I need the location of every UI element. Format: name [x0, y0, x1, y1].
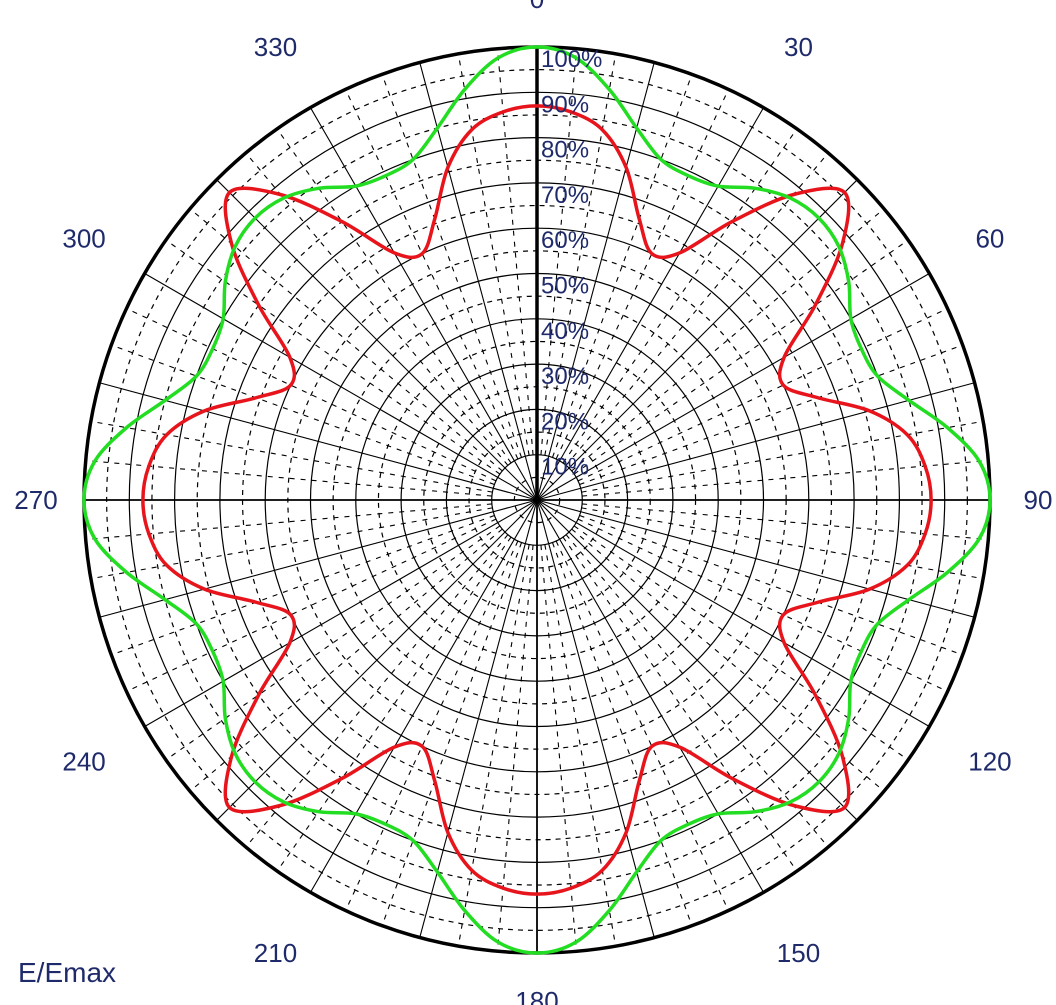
grid-spoke: [144, 499, 538, 727]
grid-spoke-minor: [581, 507, 984, 580]
radial-tick-label: 70%: [541, 182, 589, 209]
grid-spoke: [216, 499, 538, 821]
grid-spoke-minor: [126, 308, 497, 482]
grid-spoke-minor: [579, 344, 963, 486]
angle-tick-label: 90: [1024, 485, 1053, 515]
grid-spoke-minor: [496, 48, 534, 455]
grid-spoke-minor: [126, 518, 497, 692]
grid-spoke-minor: [165, 239, 501, 475]
grid-spoke-minor: [90, 420, 493, 493]
grid-spoke-minor: [85, 503, 492, 541]
radial-tick-label: 60%: [541, 227, 589, 254]
grid-spoke-minor: [496, 545, 534, 952]
grid-spoke: [310, 499, 538, 893]
grid-spoke-minor: [90, 507, 493, 580]
grid-spoke-minor: [245, 534, 509, 848]
grid-spoke-minor: [165, 525, 501, 761]
grid-spoke: [536, 382, 975, 501]
grid-spoke-minor: [551, 74, 693, 458]
grid-spoke-minor: [565, 152, 829, 466]
angle-tick-label: 210: [254, 938, 297, 968]
grid-spoke-minor: [579, 514, 963, 656]
grid-spoke: [144, 273, 538, 501]
grid-spoke-minor: [582, 459, 989, 497]
grid-spoke-minor: [381, 542, 523, 926]
grid-spoke-minor: [544, 53, 617, 456]
grid-spoke-minor: [562, 536, 798, 872]
grid-spoke: [99, 382, 538, 501]
angle-tick-label: 240: [62, 747, 105, 777]
angle-tick-label: 270: [14, 485, 57, 515]
grid-spoke: [536, 273, 930, 501]
angle-tick-label: 60: [975, 224, 1004, 254]
grid-spoke-minor: [571, 528, 885, 792]
radial-tick-label: 10%: [541, 454, 589, 481]
grid-spoke-minor: [571, 208, 885, 472]
radial-tick-label: 100%: [541, 46, 602, 73]
grid-spoke-minor: [85, 459, 492, 497]
grid-spoke-minor: [111, 514, 495, 656]
grid-spoke: [536, 62, 655, 501]
grid-spoke-minor: [581, 420, 984, 493]
grid-spoke-minor: [562, 128, 798, 464]
angle-tick-label: 30: [784, 32, 813, 62]
grid-spoke: [536, 107, 764, 501]
grid-spoke-minor: [457, 544, 530, 947]
grid-spoke: [310, 107, 538, 501]
grid-spoke: [99, 499, 538, 618]
grid-spoke: [419, 62, 538, 501]
grid-spoke-minor: [189, 528, 503, 792]
angle-tick-label: 150: [777, 938, 820, 968]
grid-spoke-minor: [577, 518, 948, 692]
grid-spoke-minor: [565, 534, 829, 848]
grid-spoke: [536, 499, 858, 821]
grid-spoke-minor: [573, 239, 909, 475]
grid-spoke-minor: [345, 540, 519, 911]
grid-spoke-minor: [381, 74, 523, 458]
grid-spoke-minor: [577, 308, 948, 482]
series-layer: [82, 45, 992, 955]
grid-spoke: [536, 499, 930, 727]
label-layer: 0 30 60 90 120 150 180 210 240 270 300 330 10% 20% 30%…: [14, 0, 1052, 1005]
grid-spoke-minor: [345, 89, 519, 460]
grid-spoke: [536, 499, 975, 618]
angle-tick-label: 330: [254, 32, 297, 62]
polar-grid: [82, 45, 992, 955]
ylabel: E/Emax: [18, 957, 116, 988]
grid-spoke-minor: [544, 544, 617, 947]
angle-tick-label: 0: [530, 0, 544, 14]
angle-tick-label: 180: [515, 986, 558, 1005]
radial-tick-label: 30%: [541, 363, 589, 390]
radial-tick-label: 50%: [541, 273, 589, 300]
grid-spoke-minor: [189, 208, 503, 472]
grid-spoke-minor: [245, 152, 509, 466]
grid-spoke: [419, 499, 538, 938]
grid-spoke-minor: [276, 536, 512, 872]
grid-spoke-minor: [555, 540, 729, 911]
grid-spoke: [536, 499, 655, 938]
grid-spoke: [216, 179, 538, 501]
series-line-2: [82, 45, 992, 955]
grid-spoke: [536, 179, 858, 501]
grid-spoke-minor: [111, 344, 495, 486]
grid-spoke-minor: [276, 128, 512, 464]
grid-spoke-minor: [555, 89, 729, 460]
angle-tick-label: 300: [62, 224, 105, 254]
angle-tick-label: 120: [968, 747, 1011, 777]
radial-tick-label: 80%: [541, 137, 589, 164]
series-line-1: [141, 104, 933, 896]
radial-tick-label: 40%: [541, 318, 589, 345]
grid-spoke-minor: [540, 48, 578, 455]
grid-spoke: [536, 499, 764, 893]
grid-spoke-minor: [551, 542, 693, 926]
grid-spoke-minor: [457, 53, 530, 456]
radial-tick-label: 90%: [541, 91, 589, 118]
radial-tick-label: 20%: [541, 408, 589, 435]
grid-spoke-minor: [582, 503, 989, 541]
grid-spoke-minor: [540, 545, 578, 952]
grid-spoke-minor: [573, 525, 909, 761]
